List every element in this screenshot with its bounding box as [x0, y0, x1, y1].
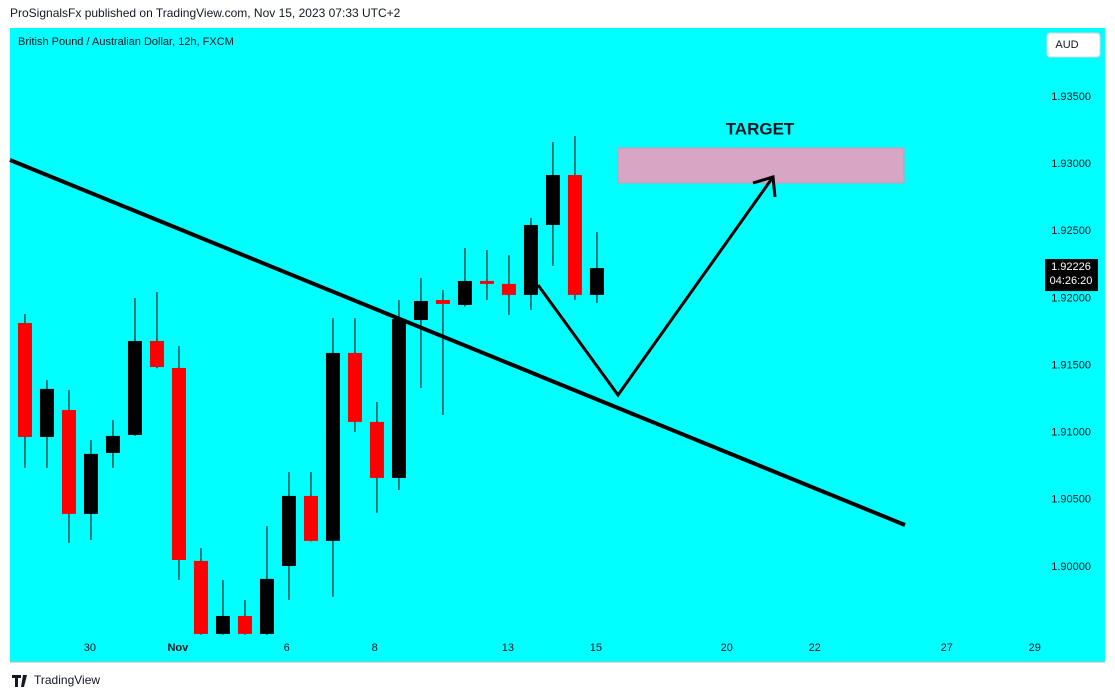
currency-button[interactable]: [1046, 32, 1101, 58]
candle-body: [589, 268, 604, 295]
y-tick-label: 1.91500: [1051, 359, 1091, 371]
target-label: TARGET: [726, 119, 795, 138]
logo: [12, 675, 27, 687]
y-tick-label: 1.92500: [1051, 225, 1091, 237]
footer-brand: TradingView: [34, 673, 100, 687]
candle-body: [479, 280, 494, 284]
candle-body: [171, 367, 186, 560]
y-tick-label: 1.90000: [1051, 561, 1091, 573]
candle-body: [347, 352, 362, 422]
x-tick-label: Nov: [167, 642, 189, 654]
trend-line: [9, 158, 906, 527]
x-tick-label: 29: [1029, 642, 1041, 654]
symbol-title: British Pound / Australian Dollar, 12h, …: [18, 36, 234, 48]
candle-body: [83, 453, 98, 514]
candle-body: [237, 615, 252, 634]
candle-body: [457, 280, 472, 305]
candle-body: [281, 495, 296, 567]
candle-body: [17, 322, 32, 437]
candle-body: [303, 495, 318, 541]
last-price-box: [1045, 259, 1098, 292]
y-tick-label: 1.92000: [1051, 292, 1091, 304]
target-zone: [617, 147, 905, 184]
y-tick-label: 1.93000: [1051, 158, 1091, 170]
header: ProSignalsFx published on TradingView.co…: [10, 6, 401, 20]
x-tick-label: 27: [941, 642, 953, 654]
candle-body: [105, 435, 120, 453]
candle-body: [391, 318, 406, 478]
candle-body: [545, 175, 560, 225]
last-price-label: 1.92226: [1051, 261, 1091, 273]
currency-button-label[interactable]: AUD: [1055, 39, 1078, 51]
x-tick-label: 30: [84, 642, 96, 654]
candle-body: [127, 340, 142, 435]
y-tick-label: 1.93500: [1051, 91, 1091, 103]
chart-background: [10, 28, 1105, 662]
arrow-head: [752, 175, 777, 198]
candle-body: [501, 283, 516, 295]
x-tick-label: 22: [809, 642, 821, 654]
candle-body: [325, 352, 340, 541]
candle-body: [523, 224, 538, 295]
candle-body: [567, 175, 582, 295]
candle-body: [369, 421, 384, 478]
candle-body: [413, 300, 428, 321]
countdown: 04:26:20: [1050, 275, 1093, 287]
x-tick-label: 13: [502, 642, 514, 654]
candle-body: [259, 578, 274, 634]
y-tick-label: 1.91000: [1051, 427, 1091, 439]
projection-path: [536, 176, 775, 398]
x-tick-label: 8: [372, 642, 378, 654]
candle-body: [215, 615, 230, 634]
x-tick-label: 6: [284, 642, 290, 654]
candle-body: [149, 340, 164, 368]
candle-body: [61, 409, 76, 514]
candle-body: [435, 300, 450, 304]
y-tick-label: 1.90500: [1051, 494, 1091, 506]
candle-body: [39, 388, 54, 437]
x-tick-label: 20: [721, 642, 733, 654]
candle-body: [193, 560, 208, 634]
x-tick-label: 15: [590, 642, 602, 654]
